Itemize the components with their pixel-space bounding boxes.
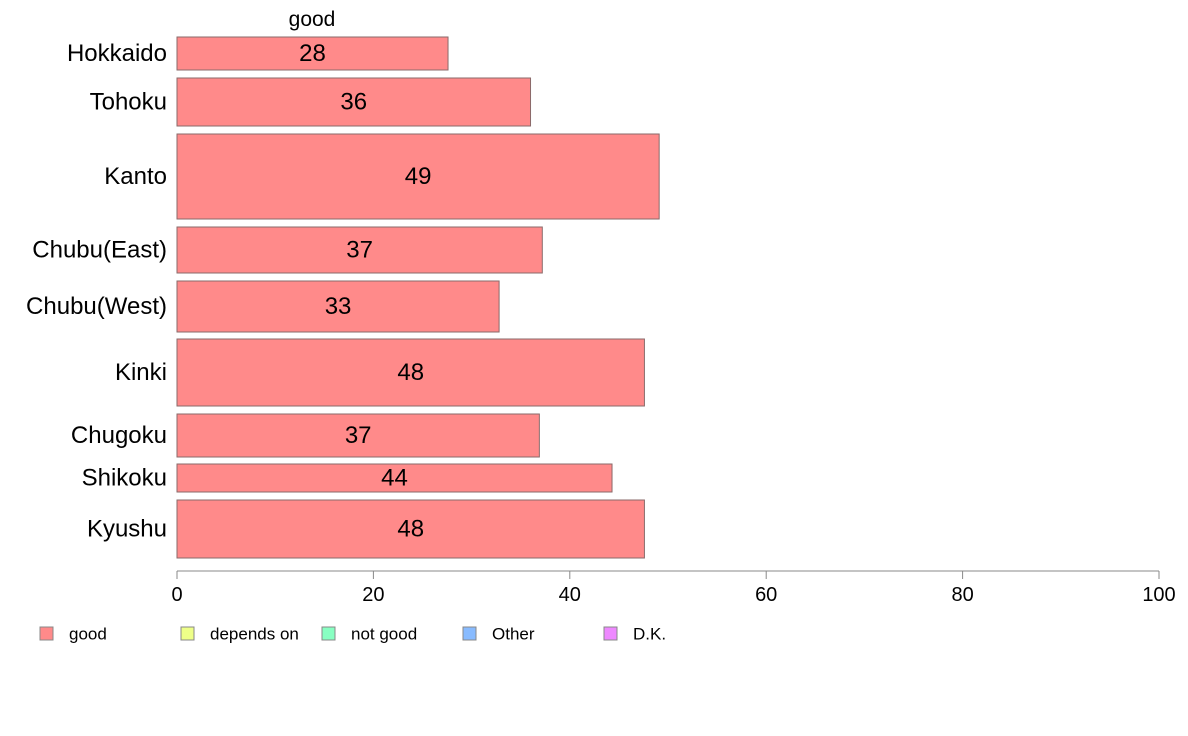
category-label-hokkaido: Hokkaido: [67, 40, 167, 67]
bar-kyushu: [176, 499, 645, 559]
category-label-chubu-east: Chubu(East): [32, 237, 167, 264]
bar-chubu-west: [176, 280, 500, 333]
bar-value-label: 37: [345, 422, 372, 449]
legend-label-d-k: D.K.: [633, 625, 666, 644]
bar-value-label: 36: [340, 89, 367, 116]
legend-swatch-not-good: [321, 626, 336, 641]
bar-kinki: [176, 338, 645, 407]
x-tick-label: 60: [755, 584, 777, 606]
legend-label-depends-on: depends on: [210, 625, 299, 644]
x-tick-label: 100: [1142, 584, 1175, 606]
legend-label-other: Other: [492, 625, 535, 644]
legend-label-good: good: [69, 625, 107, 644]
bar-value-label: 49: [405, 163, 432, 190]
category-label-kanto: Kanto: [104, 163, 167, 190]
bar-value-label: 48: [397, 516, 424, 543]
x-tick-label: 80: [951, 584, 973, 606]
category-label-tohoku: Tohoku: [90, 89, 167, 116]
legend-swatch-depends-on: [180, 626, 195, 641]
legend-label-not-good: not good: [351, 625, 417, 644]
bar-tohoku: [176, 77, 532, 127]
legend: good depends on not good Other D.K.: [39, 625, 666, 644]
bar-shikoku: [176, 463, 613, 493]
category-label-chubu-west: Chubu(West): [26, 293, 167, 320]
bar-value-label: 48: [397, 359, 424, 386]
category-labels: Hokkaido Tohoku Kanto Chubu(East) Chubu(West…: [26, 40, 167, 543]
bar-value-label: 33: [325, 293, 352, 320]
x-axis: 0 20 40 60 80 100: [171, 570, 1176, 606]
legend-swatch-d-k: [603, 626, 618, 641]
legend-swatch-good: [39, 626, 54, 641]
bar-hokkaido: [176, 36, 449, 71]
bar-chubu-east: [176, 226, 543, 274]
series-header-label: good: [289, 8, 336, 31]
bars-layer: 28 36 49 37 33 48 37 44 48: [176, 36, 660, 559]
x-tick-label: 0: [171, 584, 182, 606]
x-tick-label: 20: [362, 584, 384, 606]
bar-chugoku: [176, 413, 540, 458]
category-label-chugoku: Chugoku: [71, 422, 167, 449]
bar-kanto: [176, 133, 660, 220]
bar-value-label: 44: [381, 465, 408, 492]
bar-value-label: 37: [346, 237, 373, 264]
category-label-shikoku: Shikoku: [82, 465, 167, 492]
category-label-kyushu: Kyushu: [87, 516, 167, 543]
x-tick-label: 40: [559, 584, 581, 606]
category-label-kinki: Kinki: [115, 359, 167, 386]
legend-swatch-other: [462, 626, 477, 641]
bar-value-label: 28: [299, 40, 326, 67]
